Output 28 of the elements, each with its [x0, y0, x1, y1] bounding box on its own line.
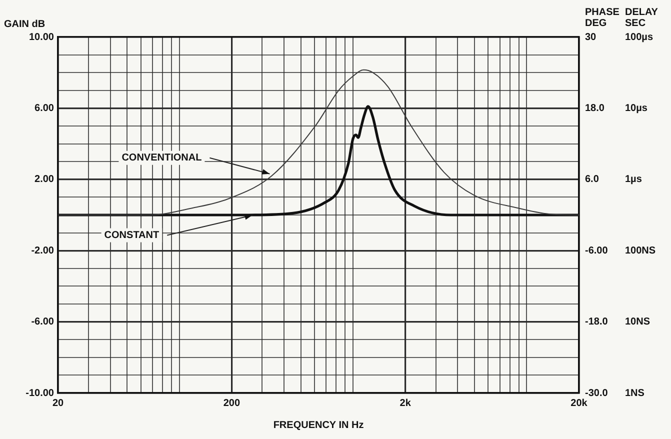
y3-axis-title: DELAY SEC: [625, 7, 658, 29]
text: 100µs: [625, 32, 654, 43]
y-tick-label: 2.00: [34, 174, 54, 186]
y-tick-label: -2.00: [31, 245, 54, 256]
y2-axis-title: PHASE DEG: [585, 7, 620, 29]
y-axis-title: GAIN dB: [4, 19, 46, 30]
y2-tick-label: -6.00: [585, 245, 608, 256]
text: 1NS: [625, 388, 645, 399]
annotation: CONVENTIONAL: [122, 152, 202, 164]
y2-tick-label: -18.0: [585, 316, 608, 328]
x-tick-label: 2k: [400, 398, 412, 409]
y2-tick-label: 30: [585, 32, 597, 43]
y-tick-label: 10.00: [28, 32, 54, 43]
y-tick-label: -6.00: [31, 316, 54, 328]
x-tick-label: 200: [223, 398, 240, 409]
annotation: CONSTANT: [104, 230, 160, 241]
x-axis-title: FREQUENCY IN Hz: [273, 420, 364, 431]
y2-tick-label: 6.0: [585, 174, 600, 186]
text: 100NS: [625, 245, 656, 256]
y-tick-label: -10.00: [26, 388, 54, 399]
x-tick-label: 20k: [570, 398, 588, 409]
text: 10NS: [625, 316, 650, 328]
text: 10µs: [625, 102, 648, 114]
y2-tick-label: -30.0: [585, 388, 608, 399]
y2-tick-label: 18.0: [585, 102, 605, 114]
x-tick-label: 20: [52, 398, 64, 409]
text: 1µs: [625, 174, 642, 186]
y-tick-label: 6.00: [34, 102, 54, 114]
